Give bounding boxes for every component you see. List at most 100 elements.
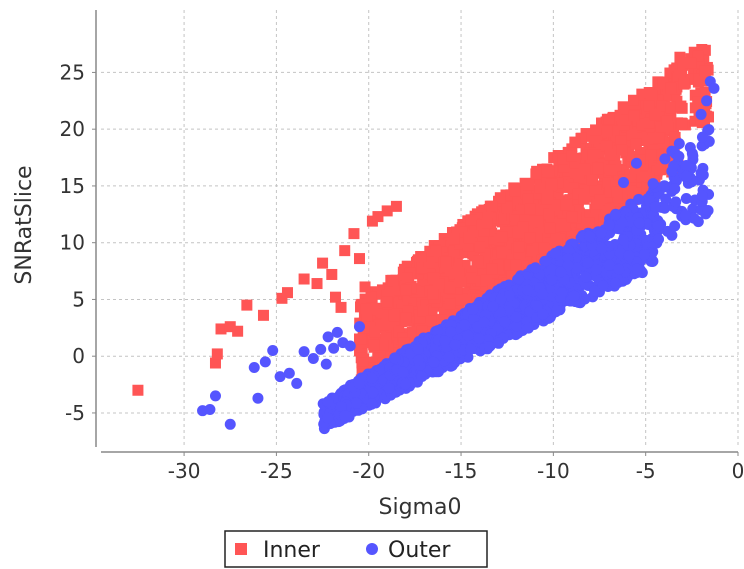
outer-data-point <box>462 329 474 341</box>
inner-data-point <box>477 264 489 276</box>
inner-data-point <box>616 144 628 156</box>
inner-data-point <box>385 321 397 333</box>
inner-data-point <box>416 262 428 274</box>
inner-data-point <box>496 247 508 259</box>
outer-data-point <box>445 326 457 338</box>
inner-data-point <box>654 164 666 176</box>
inner-data-point <box>689 102 701 114</box>
y-tick-label: 10 <box>60 231 85 255</box>
outer-data-point <box>478 316 490 328</box>
legend-inner-label: Inner <box>263 538 321 563</box>
inner-data-point <box>525 215 537 227</box>
outer-data-point <box>604 219 616 231</box>
outer-data-point <box>383 382 395 394</box>
inner-data-point <box>560 199 572 211</box>
inner-data-point <box>215 323 227 335</box>
inner-data-point <box>587 191 599 203</box>
outer-data-point <box>647 178 659 190</box>
inner-data-point <box>572 188 584 200</box>
outer-data-point <box>668 160 680 172</box>
outer-data-point <box>495 293 507 305</box>
outer-data-point <box>687 203 699 215</box>
outer-data-point <box>610 277 622 289</box>
outer-data-point <box>252 392 264 404</box>
outer-data-point <box>267 345 279 357</box>
inner-data-point <box>407 327 419 339</box>
outer-data-point <box>531 300 543 312</box>
inner-data-point <box>359 281 371 293</box>
outer-data-point <box>562 244 574 256</box>
inner-data-point <box>656 100 668 112</box>
outer-data-point <box>590 264 602 276</box>
y-tick-label: 0 <box>72 344 85 368</box>
inner-data-point <box>465 214 477 226</box>
outer-data-point <box>307 352 319 364</box>
inner-data-point <box>664 67 676 79</box>
inner-data-point <box>438 303 450 315</box>
outer-data-point <box>259 356 271 368</box>
inner-data-point <box>522 193 534 205</box>
legend-outer-label: Outer <box>388 538 451 563</box>
inner-data-point <box>356 344 368 356</box>
inner-data-point <box>695 87 707 99</box>
outer-data-point <box>673 138 685 150</box>
inner-data-point <box>423 256 435 268</box>
inner-data-point <box>693 57 705 69</box>
outer-data-point <box>695 108 707 120</box>
inner-data-point <box>360 303 372 315</box>
inner-data-point <box>643 100 655 112</box>
inner-data-point <box>669 117 681 129</box>
outer-data-point <box>633 193 645 205</box>
inner-data-point <box>417 305 429 317</box>
outer-data-point <box>503 289 515 301</box>
inner-data-point <box>444 268 456 280</box>
inner-data-point <box>366 297 378 309</box>
inner-data-point <box>630 138 642 150</box>
inner-data-point <box>591 198 603 210</box>
outer-data-point <box>335 401 347 413</box>
inner-data-point <box>232 325 244 337</box>
outer-data-point <box>604 227 616 239</box>
inner-data-point <box>699 65 711 77</box>
outer-data-point <box>618 177 630 189</box>
inner-data-point <box>624 182 636 194</box>
outer-data-point <box>650 201 662 213</box>
outer-data-point <box>546 264 558 276</box>
inner-data-point <box>356 357 368 369</box>
outer-data-point <box>499 316 511 328</box>
inner-data-point <box>592 163 604 175</box>
inner-data-point <box>241 299 253 311</box>
outer-data-point <box>413 354 425 366</box>
inner-data-point <box>397 299 409 311</box>
inner-data-point <box>524 245 536 257</box>
outer-data-point <box>670 175 682 187</box>
outer-data-point <box>589 285 601 297</box>
inner-data-point <box>591 132 603 144</box>
y-tick-label: 25 <box>60 60 85 84</box>
outer-data-point <box>465 343 477 355</box>
inner-data-point <box>414 319 426 331</box>
inner-data-point <box>604 186 616 198</box>
inner-data-point <box>604 207 616 219</box>
outer-data-point <box>224 418 236 430</box>
inner-data-point <box>685 57 697 69</box>
inner-data-point <box>436 290 448 302</box>
inner-data-point <box>509 185 521 197</box>
inner-data-point <box>353 253 365 265</box>
inner-data-point <box>481 217 493 229</box>
inner-data-point <box>510 214 522 226</box>
inner-data-point <box>517 260 529 272</box>
outer-data-point <box>459 319 471 331</box>
outer-data-point <box>522 322 534 334</box>
inner-data-point <box>558 161 570 173</box>
outer-data-point <box>322 331 334 343</box>
inner-data-point <box>603 113 615 125</box>
inner-data-point <box>544 222 556 234</box>
outer-data-point <box>584 230 596 242</box>
inner-data-point <box>523 179 535 191</box>
inner-data-point <box>496 231 508 243</box>
outer-data-point <box>659 202 671 214</box>
inner-data-point <box>566 150 578 162</box>
outer-data-point <box>322 396 334 408</box>
outer-data-point <box>416 370 428 382</box>
